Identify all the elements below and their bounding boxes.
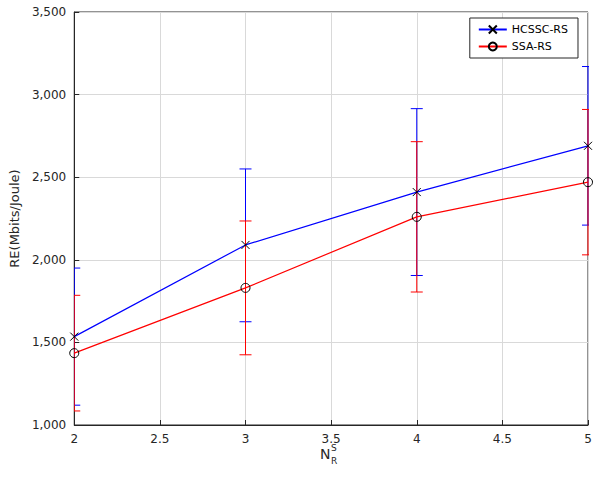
svg-text:2,000: 2,000 [32, 253, 66, 267]
svg-text:RE(Mbits/Joule): RE(Mbits/Joule) [7, 169, 22, 267]
svg-text:3.5: 3.5 [322, 432, 341, 446]
svg-text:SSA-RS: SSA-RS [512, 40, 552, 53]
svg-text:R: R [331, 456, 337, 466]
svg-text:S: S [331, 442, 337, 453]
svg-text:4: 4 [413, 432, 421, 446]
svg-text:2: 2 [70, 432, 78, 446]
svg-text:3: 3 [242, 432, 250, 446]
svg-text:1,500: 1,500 [32, 335, 66, 349]
svg-text:HCSSC-RS: HCSSC-RS [512, 23, 568, 36]
svg-text:4.5: 4.5 [493, 432, 512, 446]
svg-text:1,000: 1,000 [32, 418, 66, 432]
svg-text:5: 5 [584, 432, 592, 446]
svg-text:N: N [320, 446, 330, 462]
svg-text:3,500: 3,500 [32, 5, 66, 19]
svg-text:2.5: 2.5 [150, 432, 169, 446]
svg-text:2,500: 2,500 [32, 170, 66, 184]
svg-text:3,000: 3,000 [32, 88, 66, 102]
